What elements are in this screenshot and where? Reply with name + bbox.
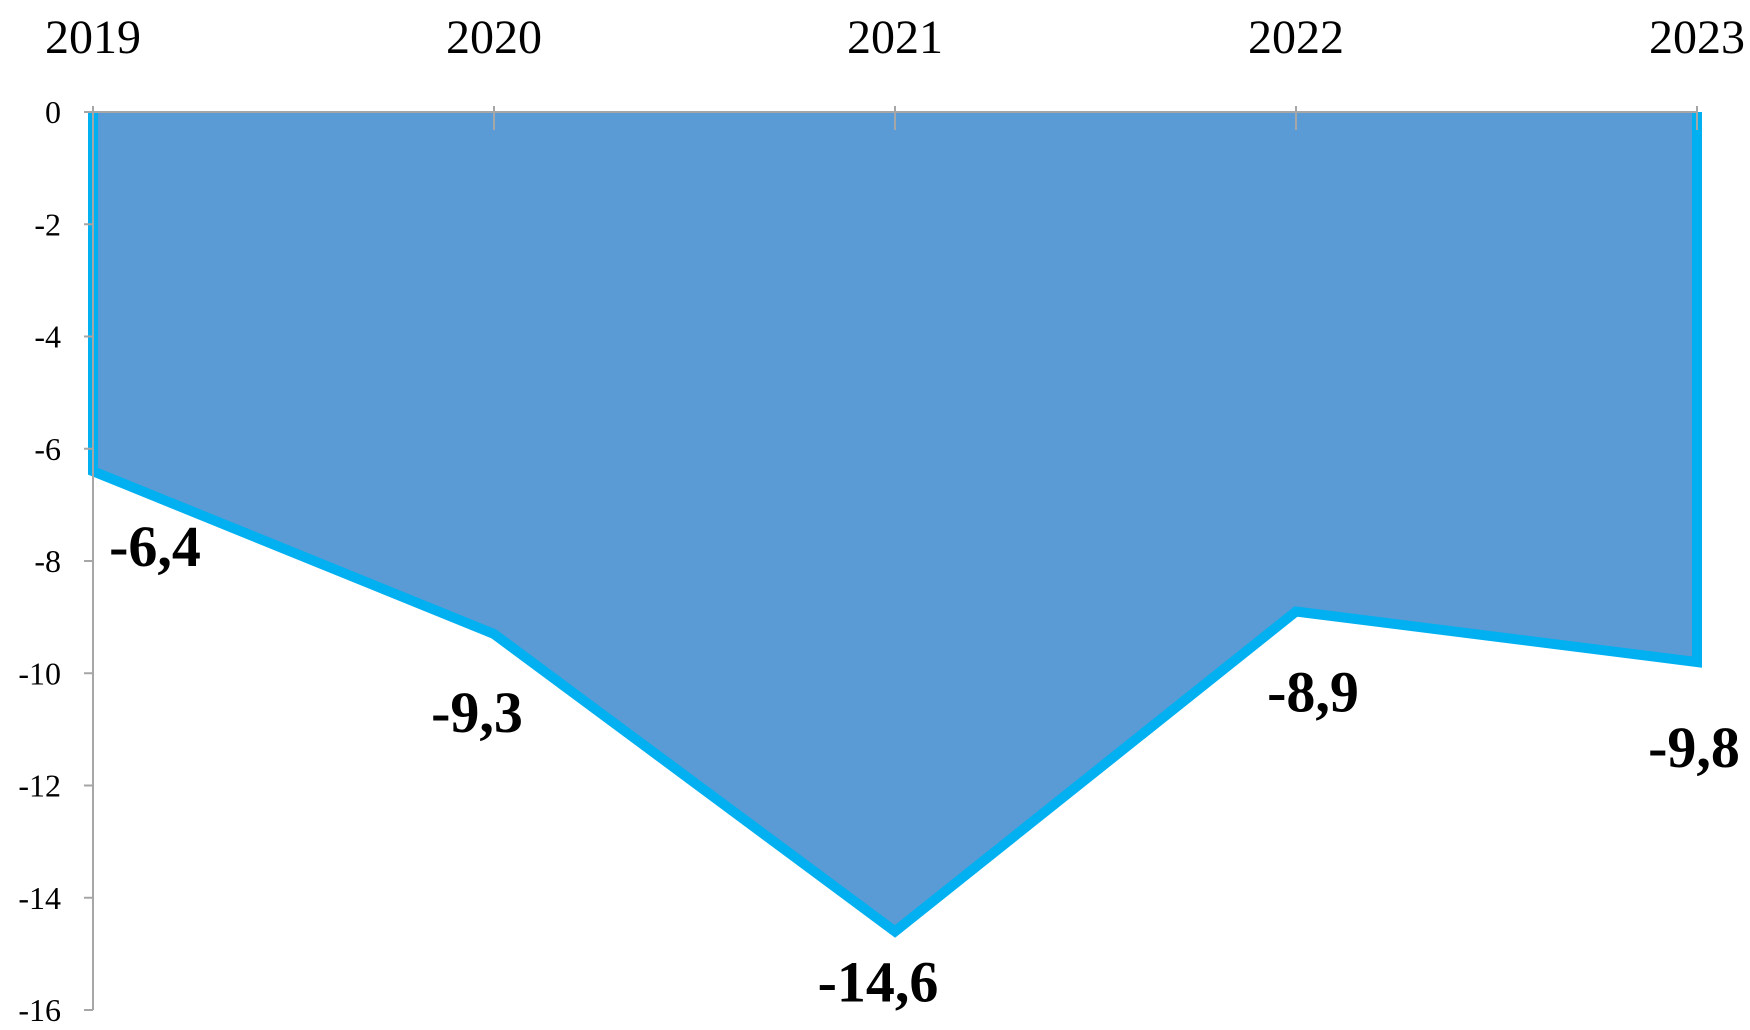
label-layer: -6,4 -9,3 -14,6 -8,9 -9,8 — [109, 514, 1740, 1014]
y-tick-label: -4 — [34, 319, 61, 355]
axis-layer: 0 -2 -4 -6 -8 -10 -12 -14 -16 2019 2020 2021 2022 202… — [18, 11, 1745, 1028]
y-tick-label: -8 — [34, 543, 61, 579]
area-fill — [93, 112, 1697, 932]
x-tick-label: 2023 — [1649, 11, 1745, 64]
y-tick-label: -2 — [34, 206, 61, 242]
x-tick-label: 2021 — [847, 11, 943, 64]
y-tick-label: -12 — [18, 768, 61, 804]
y-tick-label: -14 — [18, 880, 61, 916]
data-label-2020: -9,3 — [431, 680, 523, 745]
y-tick-label: -10 — [18, 655, 61, 691]
x-tick-label: 2020 — [446, 11, 542, 64]
data-label-2022: -8,9 — [1267, 660, 1359, 725]
area-layer — [88, 112, 1702, 938]
data-label-2021: -14,6 — [818, 949, 939, 1014]
y-tick-label: -6 — [34, 431, 61, 467]
data-label-2023: -9,8 — [1648, 715, 1740, 780]
y-tick-label: -16 — [18, 992, 61, 1028]
x-tick-label: 2019 — [45, 11, 141, 64]
y-tick-label: 0 — [45, 94, 61, 130]
x-tick-label: 2022 — [1248, 11, 1344, 64]
data-label-2019: -6,4 — [109, 514, 201, 579]
